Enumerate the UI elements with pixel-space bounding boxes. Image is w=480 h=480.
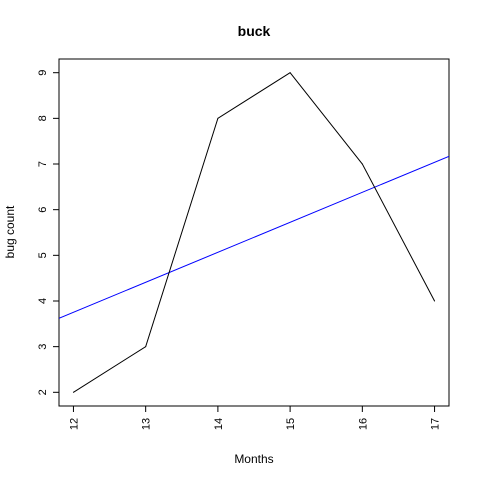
y-tick-label-9: 9 xyxy=(37,70,49,76)
x-tick-label-12: 12 xyxy=(68,418,80,430)
plot-area: 12 13 14 15 16 17 2 3 4 5 6 7 8 9 xyxy=(37,58,450,430)
y-tick-label-4: 4 xyxy=(37,298,49,304)
data-point-0-0 xyxy=(72,391,74,393)
chart-title: buck xyxy=(238,23,271,39)
x-tick-label-15: 15 xyxy=(285,418,297,430)
y-tick-label-7: 7 xyxy=(37,161,49,167)
x-axis-label: Months xyxy=(234,452,273,466)
y-tick-label-3: 3 xyxy=(37,344,49,350)
y-tick-label-8: 8 xyxy=(37,115,49,121)
y-tick-label-5: 5 xyxy=(37,252,49,258)
x-tick-label-16: 16 xyxy=(357,418,369,430)
data-point-0-3 xyxy=(289,72,291,74)
data-point-0-5 xyxy=(434,300,436,302)
plot-frame xyxy=(58,58,450,407)
x-tick-label-13: 13 xyxy=(141,418,153,430)
x-tick-label-17: 17 xyxy=(430,418,442,430)
fit-line-0 xyxy=(59,155,449,319)
data-point-0-1 xyxy=(145,346,147,348)
series-line-0 xyxy=(73,72,435,393)
y-axis-label: bug count xyxy=(3,205,17,258)
data-point-0-2 xyxy=(217,117,219,119)
data-point-0-4 xyxy=(361,163,363,165)
x-tick-label-14: 14 xyxy=(213,418,225,430)
y-tick-label-6: 6 xyxy=(37,207,49,213)
y-tick-label-2: 2 xyxy=(37,389,49,395)
